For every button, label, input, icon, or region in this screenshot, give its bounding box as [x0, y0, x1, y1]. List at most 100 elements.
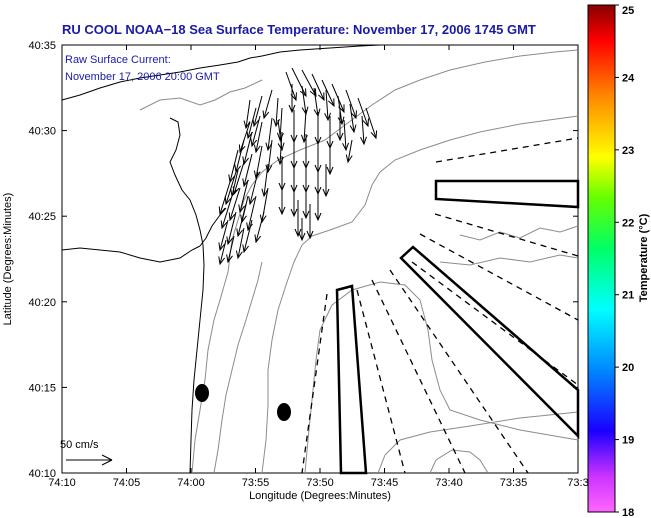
current-vector-head — [218, 256, 226, 266]
y-tick-label: 40:15 — [28, 382, 56, 394]
current-vector-head — [220, 220, 228, 230]
current-vector — [251, 115, 261, 147]
x-tick-label: 73:50 — [306, 477, 334, 489]
current-vector — [247, 107, 257, 139]
current-vector-head — [349, 124, 357, 134]
colorbar-label: Temperature (°C) — [638, 213, 650, 302]
current-vector-head — [290, 92, 297, 102]
y-tick-label: 40:30 — [28, 126, 56, 138]
isobath-channel — [261, 115, 579, 474]
current-vector — [347, 139, 353, 163]
isobath-north-shelf — [139, 79, 263, 111]
current-vector — [233, 161, 245, 195]
current-vector-head — [262, 110, 270, 120]
radial-3 — [419, 233, 579, 321]
current-vector — [263, 163, 269, 197]
current-vector-head — [218, 242, 226, 252]
radial-7 — [356, 289, 406, 474]
y-tick-label: 40:35 — [28, 40, 56, 52]
x-tick-label: 73:35 — [500, 477, 528, 489]
current-vector — [361, 115, 365, 145]
coast-sandy-hook — [199, 207, 227, 247]
current-vector — [243, 153, 253, 187]
isobath-shelf — [377, 411, 579, 474]
current-vector-head — [228, 212, 236, 222]
current-vector — [247, 195, 257, 231]
current-vector-head — [350, 110, 357, 120]
current-vector — [275, 97, 279, 127]
y-tick-label: 40:10 — [28, 468, 56, 480]
current-vector-head — [261, 188, 269, 198]
dashed-radials — [301, 137, 579, 474]
current-vector — [239, 179, 249, 213]
isobath-ne — [459, 225, 579, 241]
current-vector-head — [218, 206, 226, 216]
current-vector — [263, 89, 273, 119]
colorbar-tick-label: 25 — [622, 5, 634, 17]
transect-overlays — [301, 137, 580, 475]
isobath-contours — [139, 49, 579, 474]
radial-4 — [411, 261, 579, 386]
current-vector-head — [342, 142, 349, 152]
current-vector-head — [254, 234, 262, 244]
current-vector-head — [242, 244, 250, 254]
current-vector — [255, 211, 265, 243]
radial-1 — [435, 137, 579, 163]
x-tick-label: 73:55 — [242, 477, 270, 489]
mooring-marker-west — [195, 384, 209, 402]
coast-long-island — [61, 44, 381, 101]
coastline — [61, 44, 381, 474]
colorbar-tick-label: 21 — [622, 290, 634, 302]
current-vector — [231, 169, 239, 197]
coast-staten — [169, 117, 204, 246]
mooring-marker-east — [277, 403, 291, 421]
current-vector-head — [360, 136, 367, 146]
current-vector — [321, 79, 335, 107]
current-vector-head — [336, 132, 344, 142]
colorbar-tick-label: 22 — [622, 217, 634, 229]
radial-2 — [434, 213, 579, 257]
scale-vector-label: 50 cm/s — [60, 439, 99, 451]
current-vector-head — [226, 254, 233, 264]
x-tick-label: 74:10 — [48, 477, 76, 489]
current-vector-head — [362, 118, 369, 128]
current-vector-head — [242, 156, 250, 166]
colorbar-tick-label: 24 — [622, 72, 635, 84]
current-vector-head — [299, 88, 307, 98]
current-vector-head — [276, 132, 284, 142]
current-vector — [219, 181, 231, 215]
current-vector-head — [243, 120, 251, 130]
transect-box-south — [335, 284, 368, 475]
current-vector-head — [277, 142, 285, 152]
current-vector-head — [252, 118, 260, 128]
current-vector-head — [298, 232, 306, 242]
current-vector-head — [248, 196, 256, 206]
current-label-line1: Raw Surface Current: — [65, 54, 171, 66]
transect-box-east — [434, 179, 580, 209]
current-vector-head — [278, 206, 286, 216]
x-tick-label: 73:40 — [435, 477, 463, 489]
current-vector — [365, 107, 377, 139]
current-vector — [239, 121, 251, 153]
y-tick-label: 40:20 — [28, 297, 56, 309]
current-vector-head — [370, 130, 378, 140]
x-tick-label: 73:3 — [567, 477, 588, 489]
y-axis-label: Latitude (Degrees:Minutes) — [2, 193, 14, 326]
current-vector — [311, 73, 325, 101]
current-vector — [225, 171, 237, 205]
current-vector — [343, 119, 347, 151]
current-vector — [249, 171, 259, 205]
current-vector — [345, 89, 357, 119]
current-vector-head — [290, 208, 298, 218]
current-vector — [235, 139, 245, 173]
radial-6 — [371, 279, 466, 474]
current-vector — [237, 227, 245, 259]
current-vector — [313, 87, 319, 117]
current-vector-head — [306, 230, 314, 240]
current-vector — [277, 119, 283, 151]
current-vectors — [218, 67, 378, 266]
current-vector — [357, 97, 369, 127]
current-vector-head — [226, 236, 234, 246]
y-tick-label: 40:25 — [28, 211, 56, 223]
current-vector — [253, 95, 263, 127]
